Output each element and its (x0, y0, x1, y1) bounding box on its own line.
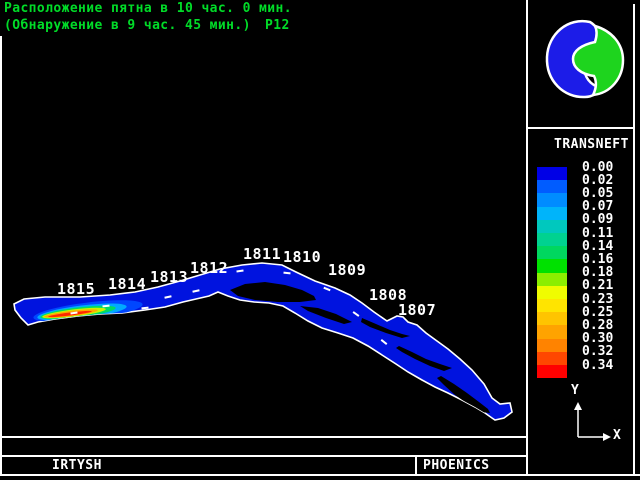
legend-swatch (537, 233, 567, 247)
station-label: 1815 (57, 280, 96, 298)
legend-value: 0.28 (582, 317, 614, 333)
legend-value: 0.02 (582, 172, 614, 188)
station-ticks (70, 269, 388, 345)
legend-value: 0.32 (582, 344, 614, 360)
legend-swatch (537, 338, 567, 352)
software-name-label: PHOENICS (423, 458, 490, 473)
legend-value: 0.25 (582, 304, 614, 320)
legend-swatch (537, 312, 567, 326)
page-subtitle: (Обнаружение в 9 час. 45 мин.) (4, 18, 251, 33)
border-screen-right (633, 4, 635, 476)
legend-value: 0.00 (582, 159, 614, 175)
page-title: Расположение пятна в 10 час. 0 мин. (4, 1, 292, 16)
legend-value: 0.30 (582, 331, 614, 347)
legend-title: TRANSNEFT (554, 137, 629, 152)
legend-value: 0.16 (582, 251, 614, 267)
border-footer-divider (415, 455, 417, 476)
legend-value: 0.07 (582, 199, 614, 215)
station-label: 1810 (283, 248, 322, 266)
legend-value: 0.14 (582, 238, 614, 254)
border-left (0, 36, 2, 476)
y-axis-label: Y (571, 383, 579, 398)
legend-swatch (537, 365, 567, 379)
legend-swatch (537, 299, 567, 313)
logo-green-half (571, 23, 625, 97)
cham-logo (545, 19, 625, 99)
legend-value: 0.11 (582, 225, 614, 241)
station-label: 1813 (150, 268, 189, 286)
legend-swatch (537, 180, 567, 194)
run-code-label: P12 (265, 18, 290, 33)
station-label: 1812 (190, 259, 229, 277)
legend-swatch (537, 351, 567, 365)
border-view-bottom (0, 436, 528, 438)
border-main-right (526, 0, 528, 476)
legend-value: 0.23 (582, 291, 614, 307)
legend-swatch (537, 272, 567, 286)
legend-swatch (537, 193, 567, 207)
station-label: 1808 (369, 286, 408, 304)
x-axis-arrow (603, 433, 611, 441)
station-label: 1809 (328, 261, 367, 279)
legend-value: 0.34 (582, 357, 614, 373)
border-footer-top (0, 455, 528, 457)
border-screen-bottom (0, 474, 640, 476)
y-axis-arrow (574, 402, 582, 410)
legend-swatch (537, 259, 567, 273)
site-name-label: IRTYSH (52, 458, 102, 473)
legend-swatch (537, 285, 567, 299)
legend-swatch (537, 325, 567, 339)
legend-value: 0.21 (582, 278, 614, 294)
legend-value: 0.05 (582, 185, 614, 201)
x-axis-label: X (613, 428, 621, 443)
legend-swatch (537, 219, 567, 233)
legend-value: 0.09 (582, 212, 614, 228)
legend-swatch (537, 246, 567, 260)
legend-swatch (537, 167, 567, 181)
legend-swatch (537, 206, 567, 220)
station-label: 1807 (398, 301, 437, 319)
border-logo-bottom (526, 127, 635, 129)
station-label: 1811 (243, 245, 282, 263)
station-label: 1814 (108, 275, 147, 293)
axis-widget (574, 402, 611, 441)
legend-value: 0.18 (582, 265, 614, 281)
